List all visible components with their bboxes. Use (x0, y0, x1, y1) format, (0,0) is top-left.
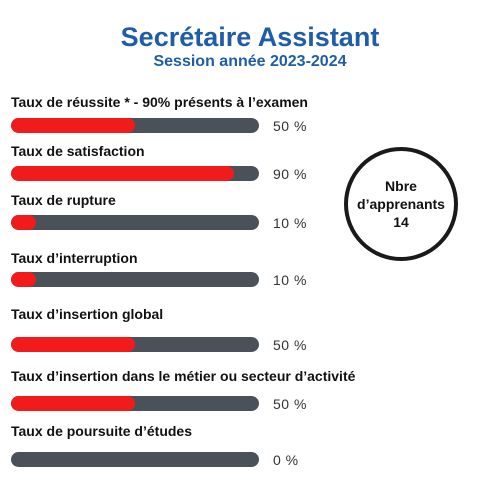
bar-value-label: 50 % (273, 396, 307, 412)
page-subtitle: Session année 2023-2024 (153, 53, 347, 70)
bar-track (11, 215, 259, 230)
bar-value-label: 50 % (273, 118, 307, 134)
bar-fill (11, 396, 135, 411)
bar-fill (11, 337, 135, 352)
learner-count-label-line2: d’apprenants (357, 196, 445, 212)
bar-track (11, 396, 259, 411)
learner-count-circle: Nbre d’apprenants 14 (344, 147, 458, 261)
bar-label: Taux d’insertion global (11, 306, 164, 322)
bar-label: Taux de rupture (11, 192, 116, 208)
bar-track (11, 452, 259, 467)
bar-track (11, 337, 259, 352)
bar-value-label: 90 % (273, 166, 307, 182)
bar-track (11, 118, 259, 133)
learner-count-label-line1: Nbre (385, 178, 417, 194)
learner-count-value: 14 (393, 214, 409, 230)
page-title: Secrétaire Assistant (120, 22, 380, 52)
bar-fill (11, 166, 235, 181)
bar-fill (11, 215, 36, 230)
bar-label: Taux de réussite * - 90% présents à l’ex… (11, 94, 308, 110)
bar-value-label: 50 % (273, 337, 307, 353)
bar-fill (11, 272, 36, 287)
bar-track (11, 166, 259, 181)
bar-value-label: 10 % (273, 215, 307, 231)
bar-label: Taux d’interruption (11, 250, 138, 266)
bar-fill (11, 118, 135, 133)
bar-value-label: 0 % (273, 452, 299, 468)
bar-label: Taux de satisfaction (11, 143, 145, 159)
bar-label: Taux d’insertion dans le métier ou secte… (11, 368, 356, 384)
bar-label: Taux de poursuite d’études (11, 423, 192, 439)
bar-track (11, 272, 259, 287)
bar-value-label: 10 % (273, 272, 307, 288)
